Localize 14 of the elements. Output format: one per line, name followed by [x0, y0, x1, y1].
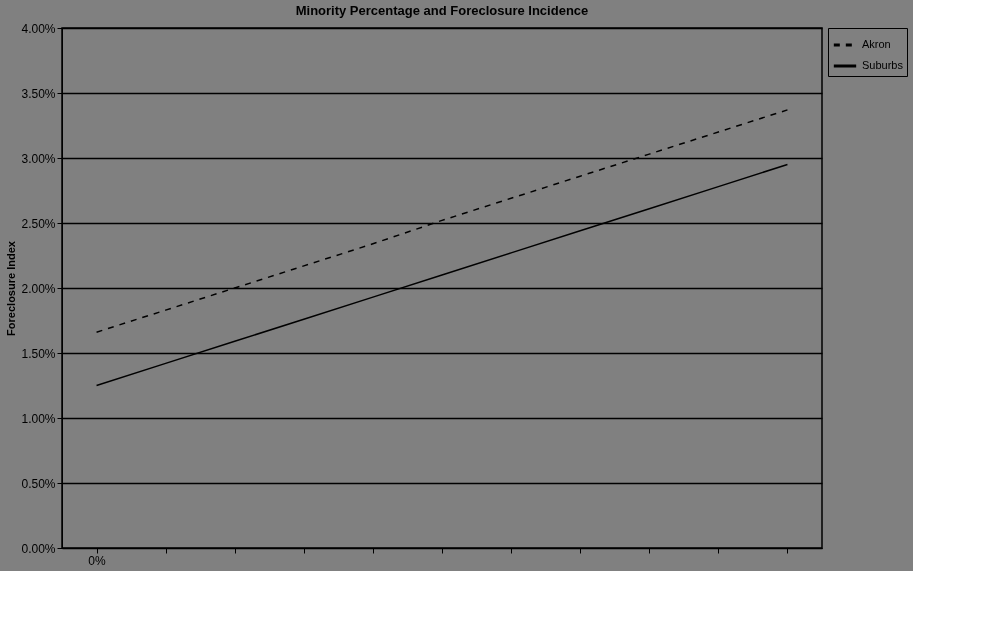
y-tick-label: 0.00% [21, 541, 56, 556]
chart-title: Minority Percentage and Foreclosure Incidence [295, 3, 589, 18]
y-tick-label: 0.50% [21, 476, 56, 491]
y-tick-label: 3.50% [21, 86, 56, 101]
y-tick-label: 3.00% [21, 151, 56, 166]
y-tick-label: 2.50% [21, 216, 56, 231]
y-tick-label: 4.00% [21, 21, 56, 36]
legend-label: Suburbs [862, 59, 904, 71]
y-tick-label: 1.50% [21, 346, 56, 361]
y-tick-label: 1.00% [21, 411, 56, 426]
legend-label: Akron [862, 38, 891, 50]
y-tick-label: 2.00% [21, 281, 56, 296]
x-tick-label: 0% [88, 553, 107, 568]
y-axis-title: Foreclosure Index [5, 240, 18, 336]
